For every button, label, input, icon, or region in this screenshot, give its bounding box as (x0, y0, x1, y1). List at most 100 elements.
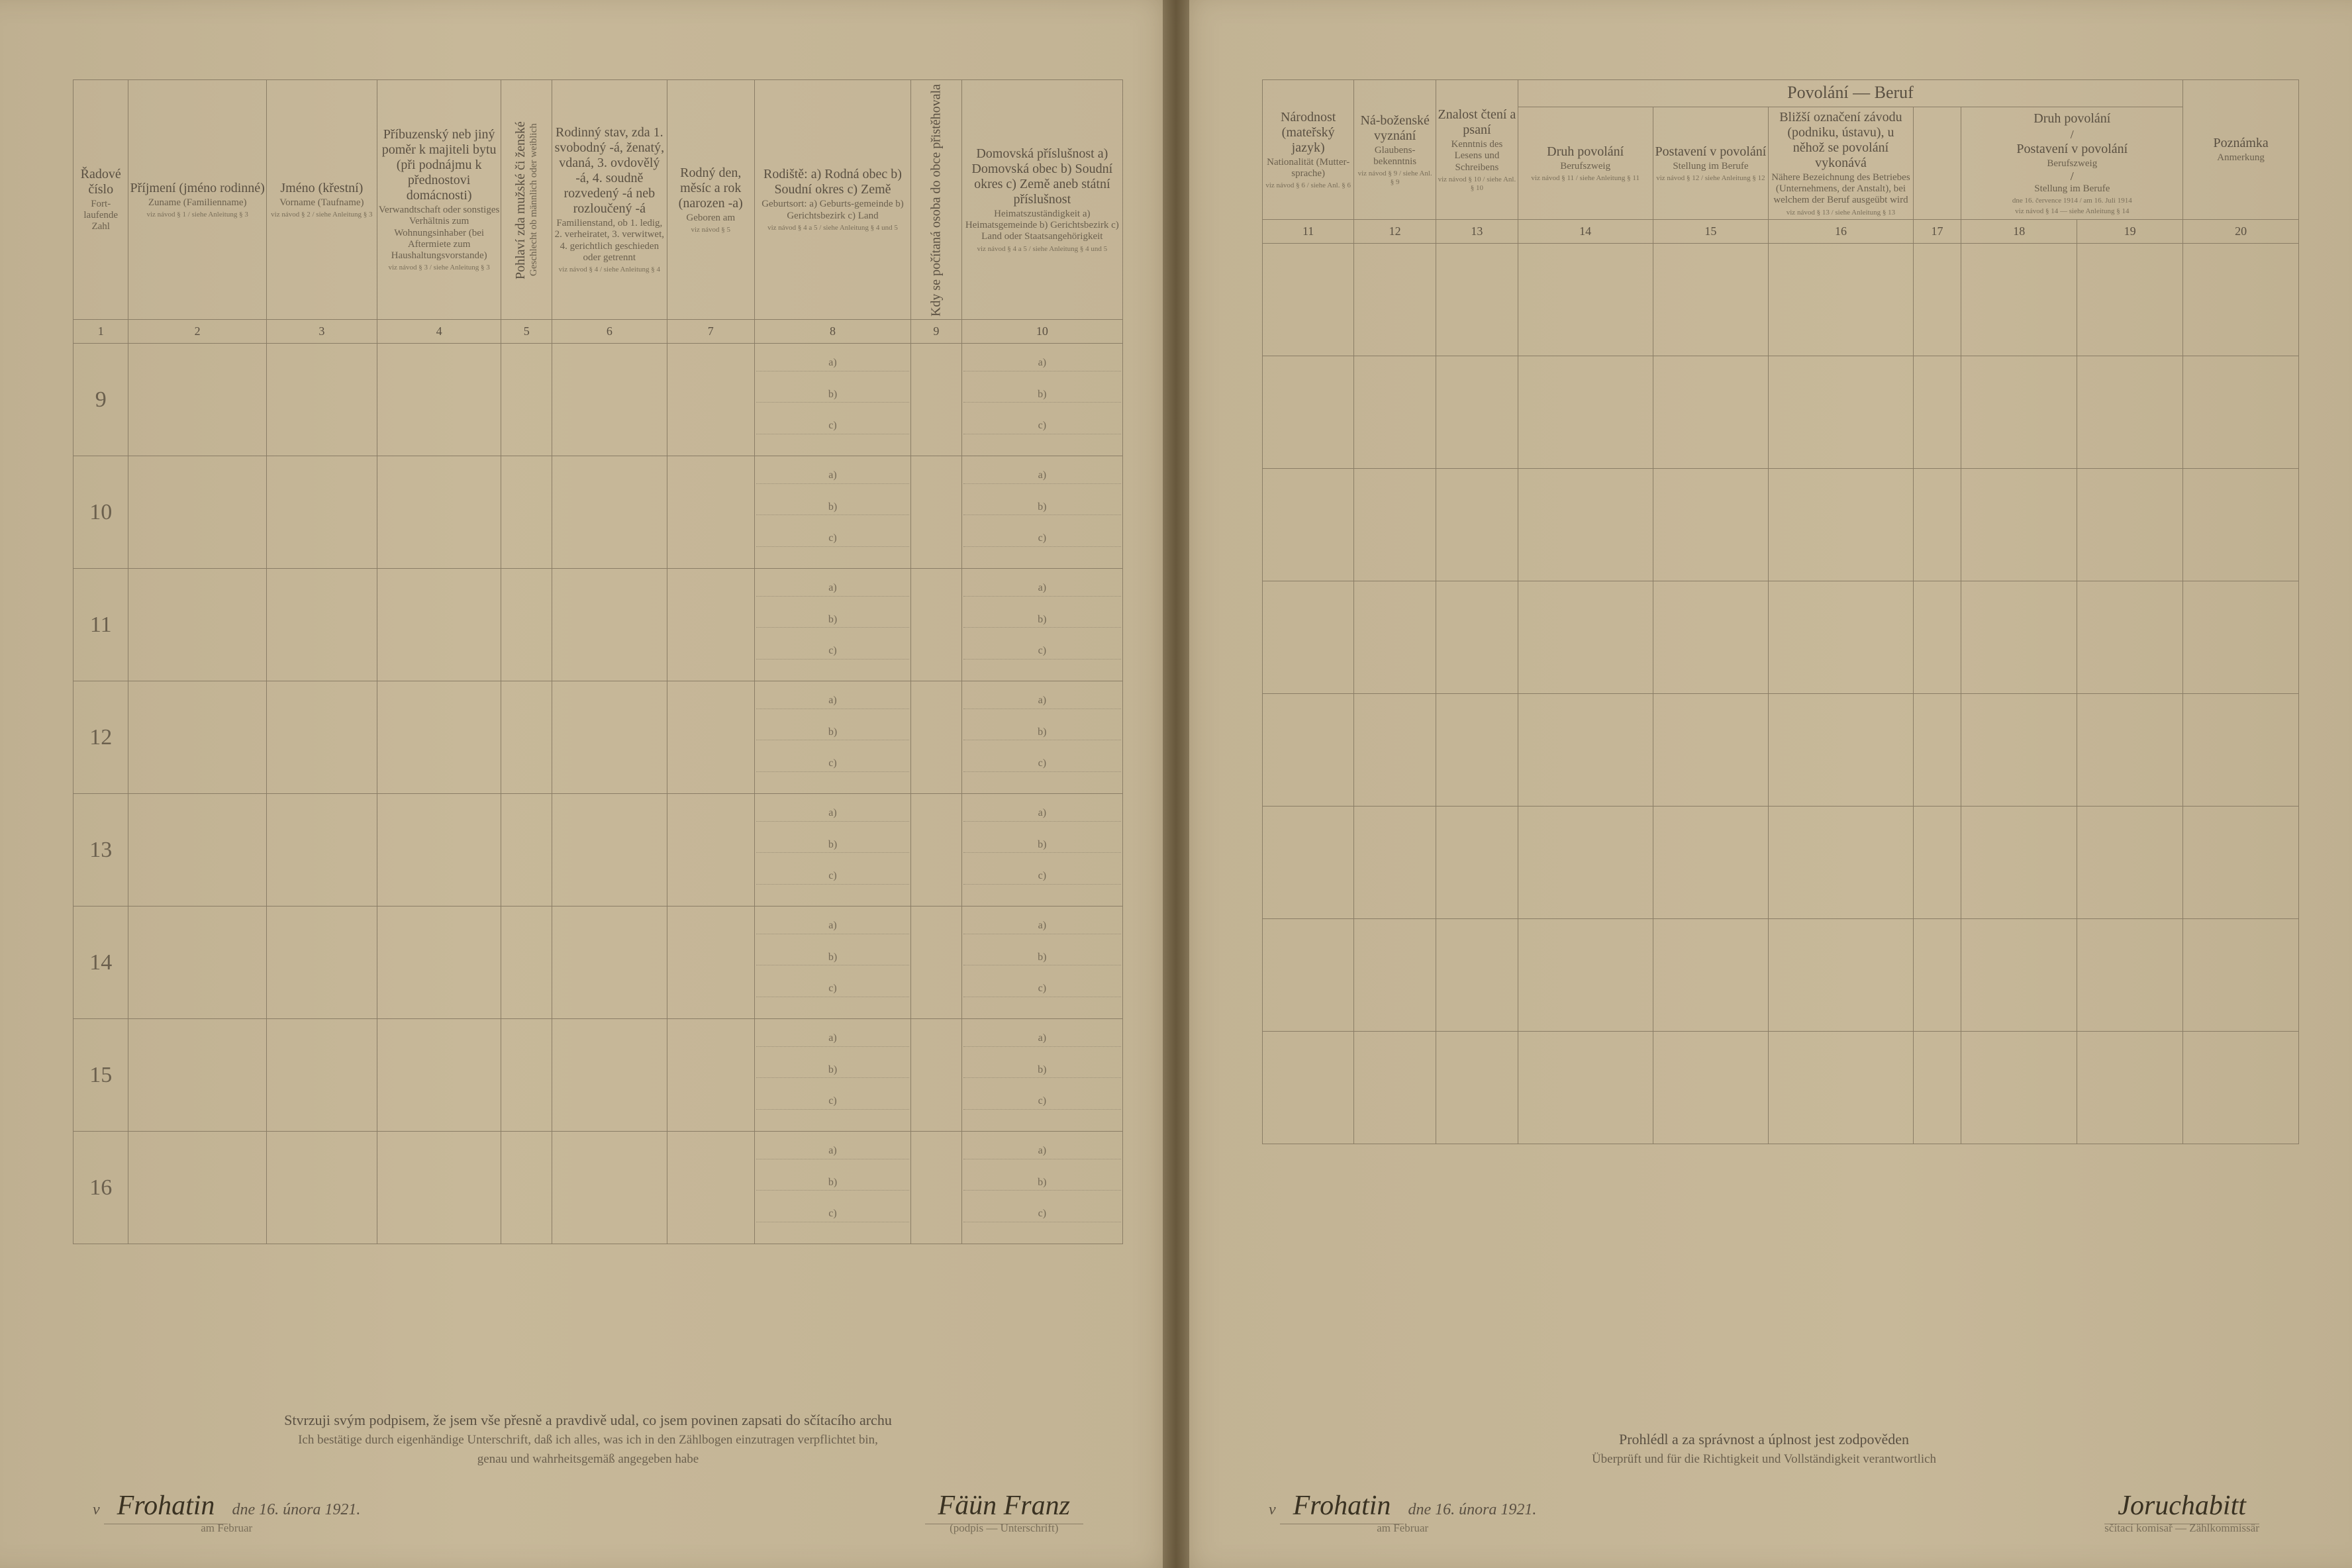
cell (552, 569, 667, 681)
cell (128, 794, 267, 906)
cell (1354, 807, 1436, 919)
cell (2183, 1032, 2299, 1144)
col-header-15: Postavení v povoláníStellung im Berufevi… (1653, 107, 1769, 219)
cell (552, 1019, 667, 1132)
table-row (1263, 356, 2299, 469)
cell (1769, 919, 1913, 1032)
footer-text-1: Stvrzuji svým podpisem, že jsem vše přes… (79, 1409, 1097, 1431)
table-row (1263, 694, 2299, 807)
cell (266, 344, 377, 456)
table-row (1263, 469, 2299, 581)
cell (2077, 807, 2183, 919)
cell (266, 569, 377, 681)
cell (1653, 244, 1769, 356)
col-number: 10 (961, 320, 1122, 344)
cell (377, 906, 501, 1019)
cell (1769, 694, 1913, 807)
right-footer: Prohlédl a za správnost a úplnost jest z… (1176, 1428, 2352, 1469)
cell (1436, 919, 1518, 1032)
cell: a)b)c) (754, 456, 910, 569)
col-header-4: Příbuzenský neb jiný poměr k majiteli by… (377, 80, 501, 320)
date-text: dne 16. února 1921. (232, 1501, 360, 1518)
col-header-20: PoznámkaAnmerkung (2183, 80, 2299, 220)
col-number: 16 (1769, 220, 1913, 244)
cell (2183, 694, 2299, 807)
table-row (1263, 807, 2299, 919)
cell (911, 344, 961, 456)
cell (266, 794, 377, 906)
cell (1653, 356, 1769, 469)
cell (1769, 807, 1913, 919)
cell: a)b)c) (754, 569, 910, 681)
cell: a)b)c) (961, 1019, 1122, 1132)
cell (266, 456, 377, 569)
cell (1653, 581, 1769, 694)
cell: 13 (74, 794, 128, 906)
cell (2183, 919, 2299, 1032)
table-row (1263, 1032, 2299, 1144)
cell (501, 456, 552, 569)
cell: a)b)c) (961, 681, 1122, 794)
table-row: 15a)b)c)a)b)c) (74, 1019, 1123, 1132)
cell (1769, 581, 1913, 694)
cell (1354, 469, 1436, 581)
cell (1653, 919, 1769, 1032)
cell (1653, 469, 1769, 581)
cell (1436, 356, 1518, 469)
cell (1961, 694, 2077, 807)
col-header-17 (1913, 107, 1961, 219)
cell (501, 906, 552, 1019)
cell: a)b)c) (961, 456, 1122, 569)
cell (501, 681, 552, 794)
cell (2183, 807, 2299, 919)
cell: a)b)c) (961, 794, 1122, 906)
table-row: 10 a)b)c) a)b)c) (74, 456, 1123, 569)
table-row: 13a)b)c)a)b)c) (74, 794, 1123, 906)
cell (2077, 1032, 2183, 1144)
cell (1913, 919, 1961, 1032)
cell (128, 344, 267, 456)
cell (1961, 244, 2077, 356)
cell: a)b)c) (754, 681, 910, 794)
cell (1653, 694, 1769, 807)
cell (1263, 1032, 1354, 1144)
col-header-7: Rodný den, měsíc a rok (narozen -a)Gebor… (667, 80, 754, 320)
col-number: 1 (74, 320, 128, 344)
col-number: 2 (128, 320, 267, 344)
cell (501, 794, 552, 906)
cell (501, 344, 552, 456)
left-footer: Stvrzuji svým podpisem, že jsem vše přes… (0, 1409, 1176, 1469)
table-row: 14a)b)c)a)b)c) (74, 906, 1123, 1019)
cell: a)b)c) (961, 569, 1122, 681)
cell (1961, 581, 2077, 694)
cell (1436, 1032, 1518, 1144)
cell (1263, 807, 1354, 919)
cell (1354, 1032, 1436, 1144)
cell (1913, 469, 1961, 581)
cell (377, 569, 501, 681)
col-number: 11 (1263, 220, 1354, 244)
cell (1769, 356, 1913, 469)
cell (552, 344, 667, 456)
cell (667, 1019, 754, 1132)
cell (1354, 356, 1436, 469)
cell: 11 (74, 569, 128, 681)
cell (1961, 919, 2077, 1032)
cell (1518, 1032, 1653, 1144)
cell (1769, 1032, 1913, 1144)
cell (1961, 469, 2077, 581)
left-signature-line: v Frohatin dne 16. února 1921. am Februa… (0, 1490, 1176, 1535)
cell (552, 906, 667, 1019)
col-header-6: Rodinný stav, zda 1. svobodný -á, ženatý… (552, 80, 667, 320)
census-table-right: Národnost (mateřský jazyk)Nationalität (… (1262, 79, 2299, 1144)
cell (911, 681, 961, 794)
col-header-1: Řadové čísloFort-laufende Zahl (74, 80, 128, 320)
cell: a)b)c) (754, 1132, 910, 1244)
col-number: 19 (2077, 220, 2183, 244)
cell: a)b)c) (961, 1132, 1122, 1244)
col-number: 3 (266, 320, 377, 344)
cell (1961, 1032, 2077, 1144)
cell: 10 (74, 456, 128, 569)
cell (377, 1132, 501, 1244)
cell (1769, 244, 1913, 356)
